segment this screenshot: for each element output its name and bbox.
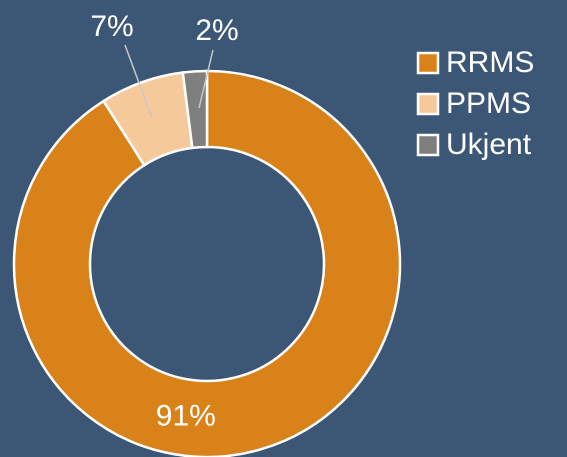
- leader-line: [124, 44, 153, 119]
- legend-label: RRMS: [446, 46, 534, 79]
- legend-swatch: [416, 133, 440, 157]
- data-label: 91%: [156, 399, 216, 432]
- donut-segment: [12, 69, 402, 457]
- donut-segment: [181, 69, 209, 150]
- data-label: 7%: [90, 10, 133, 43]
- legend-swatch: [416, 51, 440, 75]
- legend-label: Ukjent: [446, 128, 532, 161]
- leader-line: [198, 49, 214, 109]
- data-label: 2%: [195, 14, 238, 47]
- legend-swatch: [416, 92, 440, 116]
- legend-label: PPMS: [446, 87, 531, 120]
